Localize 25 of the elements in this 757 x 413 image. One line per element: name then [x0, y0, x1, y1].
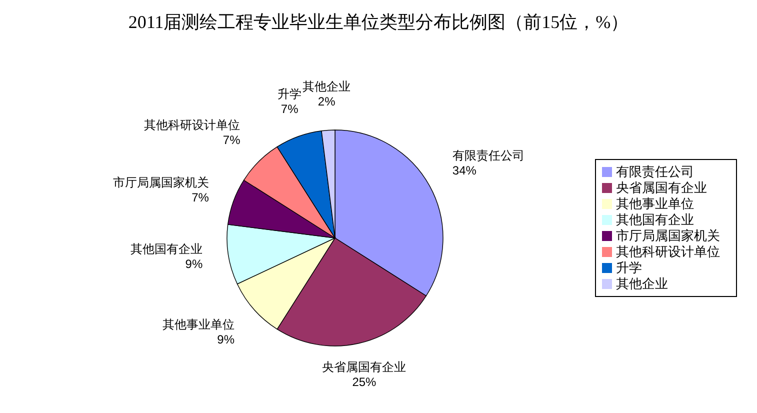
legend-label: 其他科研设计单位 — [616, 244, 720, 259]
slice-label: 有限责任公司 — [452, 148, 524, 162]
data-label: 2% — [318, 94, 336, 108]
data-label: 7% — [280, 102, 299, 116]
data-label: 25% — [352, 374, 377, 389]
legend-label: 其他事业单位 — [616, 196, 694, 211]
chart-title: 2011届测绘工程专业毕业生单位类型分布比例图（前15位，%） — [128, 10, 629, 34]
legend-label: 升学 — [616, 260, 642, 275]
slice-label: 央省属国有企业 — [322, 360, 406, 374]
slice-label: 升学 — [278, 86, 302, 101]
slice-label: 其他企业 — [302, 79, 351, 94]
data-label: 7% — [222, 133, 241, 148]
legend-label: 市厅局属国家机关 — [616, 228, 720, 243]
data-label: 9% — [185, 256, 203, 271]
legend-label: 其他国有企业 — [616, 212, 694, 227]
legend-label: 央省属国有企业 — [616, 180, 707, 195]
legend-label: 其他企业 — [616, 276, 668, 291]
slice-label: 其他科研设计单位 — [144, 118, 240, 132]
data-label: 34% — [452, 163, 477, 178]
data-label: 9% — [217, 332, 235, 347]
slice-label: 市厅局属国家机关 — [112, 176, 209, 190]
legend-label: 有限责任公司 — [616, 164, 694, 179]
slice-label: 其他事业单位 — [162, 318, 234, 332]
slice-label: 其他国有企业 — [130, 242, 203, 256]
data-label: 7% — [192, 190, 210, 205]
